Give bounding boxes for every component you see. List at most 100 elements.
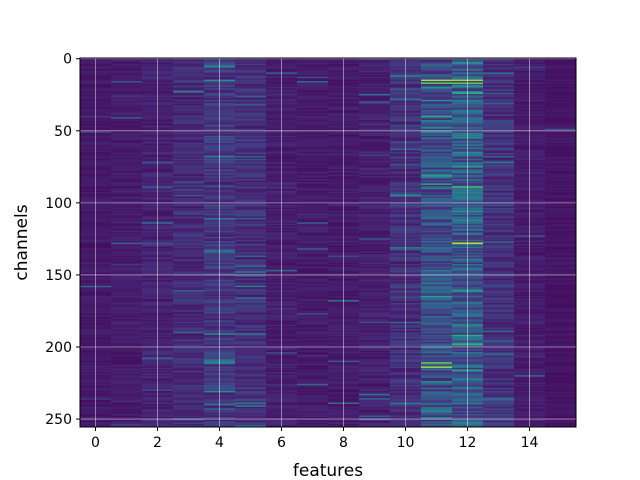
heatmap-cell <box>235 145 267 148</box>
heatmap-cell <box>545 327 577 330</box>
heatmap-cell <box>421 163 453 166</box>
heatmap-cell <box>545 109 577 112</box>
heatmap-cell <box>359 138 391 141</box>
heatmap-cell <box>111 279 143 282</box>
heatmap-cell <box>235 94 267 96</box>
heatmap-cell <box>111 321 143 324</box>
heatmap-cell <box>359 367 391 370</box>
heatmap-cell <box>111 365 143 367</box>
heatmap-cell <box>235 271 267 274</box>
heatmap-cell <box>359 350 391 353</box>
heatmap-cell <box>545 369 577 372</box>
heatmap-cell <box>173 294 205 297</box>
heatmap-cell <box>483 255 515 258</box>
heatmap-cell <box>173 69 205 72</box>
heatmap-cell <box>173 336 205 339</box>
heatmap-cell <box>297 236 329 239</box>
heatmap-cell <box>111 59 143 62</box>
heatmap-cell <box>421 59 453 62</box>
heatmap-cell <box>359 89 391 92</box>
heatmap-cell <box>235 156 267 158</box>
heatmap-cell <box>545 318 577 321</box>
heatmap-cell <box>111 271 143 274</box>
heatmap-cell <box>235 107 267 109</box>
heatmap-cell <box>297 393 329 396</box>
heatmap-cell <box>173 138 205 141</box>
heatmap-cell <box>421 249 453 252</box>
heatmap-cell <box>359 199 391 202</box>
heatmap-cell <box>545 249 577 252</box>
heatmap-cell <box>545 295 577 298</box>
heatmap-cell <box>545 278 577 281</box>
heatmap-cell <box>359 135 391 138</box>
heatmap-cell <box>111 303 143 305</box>
heatmap-cell <box>545 409 577 412</box>
heatmap-cell <box>421 324 453 327</box>
heatmap-cell <box>483 331 515 334</box>
heatmap-cell <box>545 236 577 239</box>
heatmap-cell <box>483 272 515 275</box>
heatmap-cell <box>421 95 453 98</box>
heatmap-cell <box>173 65 205 68</box>
heatmap-cell <box>173 160 205 163</box>
heatmap-cell <box>173 324 205 327</box>
heatmap-cell <box>297 212 329 215</box>
heatmap-cell <box>111 135 143 138</box>
heatmap-cell <box>173 272 205 275</box>
heatmap-cell <box>483 76 515 79</box>
heatmap-cell <box>359 366 391 369</box>
heatmap-cell <box>359 145 391 148</box>
heatmap-cell <box>297 334 329 337</box>
heatmap-cell <box>545 127 577 130</box>
heatmap-cell <box>297 222 329 225</box>
heatmap-cell <box>111 156 143 158</box>
heatmap-cell <box>297 137 329 140</box>
heatmap-cell <box>297 171 329 174</box>
heatmap-cell <box>173 267 205 269</box>
heatmap-cell <box>421 65 453 68</box>
heatmap-cell <box>111 392 143 395</box>
heatmap-cell <box>235 396 267 399</box>
heatmap-cell <box>297 226 329 229</box>
heatmap-cell <box>111 398 143 401</box>
heatmap-cell <box>173 91 205 93</box>
x-tick-label: 4 <box>215 435 224 451</box>
heatmap-cell <box>359 233 391 236</box>
heatmap-cell <box>235 174 267 177</box>
heatmap-cell <box>483 199 515 202</box>
heatmap-cell <box>111 203 143 206</box>
heatmap-cell <box>173 389 205 392</box>
heatmap-cell <box>173 117 205 119</box>
heatmap-cell <box>421 220 453 223</box>
heatmap-cell <box>173 99 205 102</box>
x-tick-label: 2 <box>153 435 162 451</box>
heatmap-cell <box>483 249 515 252</box>
heatmap-cell <box>421 150 453 153</box>
heatmap-cell <box>173 216 205 219</box>
heatmap-cell <box>235 70 267 73</box>
heatmap-cell <box>297 415 329 418</box>
heatmap-cell <box>235 390 267 393</box>
heatmap-cell <box>173 310 205 313</box>
heatmap-cell <box>483 328 515 331</box>
heatmap-cell <box>483 349 515 351</box>
heatmap-cell <box>483 369 515 372</box>
heatmap-cell <box>111 127 143 130</box>
heatmap-cell <box>297 189 329 192</box>
heatmap-cell <box>235 148 267 151</box>
heatmap-cell <box>359 347 391 350</box>
heatmap-cell <box>235 81 267 83</box>
heatmap-cell <box>111 171 143 174</box>
heatmap-cell <box>483 180 515 183</box>
heatmap-cell <box>297 122 329 125</box>
heatmap-cell <box>173 171 205 174</box>
heatmap-cell <box>235 122 267 125</box>
heatmap-cell <box>111 180 143 183</box>
heatmap-cell <box>173 207 205 210</box>
heatmap-cell <box>421 398 453 401</box>
heatmap-cell <box>483 111 515 114</box>
heatmap-cell <box>173 222 205 225</box>
heatmap-cell <box>235 108 267 111</box>
heatmap-cell <box>421 60 453 63</box>
heatmap-cell <box>173 150 205 153</box>
